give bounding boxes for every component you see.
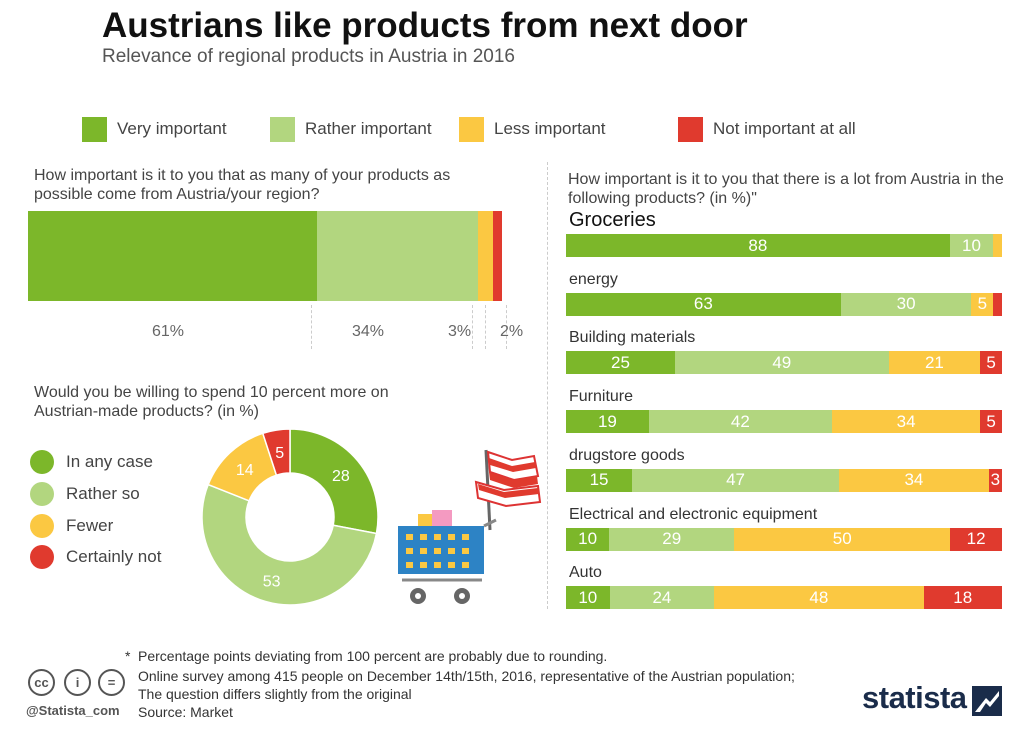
footnote-survey-2: The question differs slightly from the o… (138, 686, 412, 702)
page-subtitle: Relevance of regional products in Austri… (102, 46, 515, 67)
overall-bar-segment-very (28, 211, 318, 301)
product-bar-segment-rather: 29 (609, 527, 735, 551)
leader-line (472, 305, 474, 349)
product-bar-segment-very: 63 (566, 292, 841, 316)
shopping-cart-icon (398, 449, 542, 604)
footnote-survey: Online survey among 415 people on Decemb… (138, 668, 795, 684)
section-divider (547, 162, 548, 609)
donut-legend-certainly-not: Certainly not (30, 545, 161, 569)
legend-label: In any case (66, 452, 153, 471)
legend-swatch (82, 116, 107, 142)
donut-slice-label: 53 (263, 573, 281, 590)
legend-less-important: Less important (459, 116, 606, 142)
legend-very-important: Very important (82, 116, 227, 142)
product-bar-segment-rather: 30 (840, 292, 972, 316)
donut-slice-label: 5 (275, 445, 284, 462)
question-2: Would you be willing to spend 10 percent… (34, 384, 389, 420)
product-bar-segment-rather: 42 (648, 410, 832, 434)
statista-logo-icon (972, 686, 1002, 716)
product-bar-segment-less: 48 (714, 586, 924, 610)
product-bar-segment-rather: 49 (675, 351, 889, 375)
no-derivatives-icon: = (98, 669, 125, 696)
product-bar-segment-not: 5 (980, 351, 1002, 375)
product-bar-segment-very: 10 (566, 527, 610, 551)
legend-dot (30, 545, 54, 569)
legend-rather-important: Rather important (270, 116, 432, 142)
legend-label: Less important (494, 119, 606, 138)
donut-legend-in-any-case: In any case (30, 450, 153, 474)
product-category-label: Building materials (569, 329, 696, 347)
product-category-label: drugstore goods (569, 446, 685, 464)
footnote-mark: * (125, 648, 131, 664)
overall-bar-segment-less (478, 211, 493, 301)
product-bar-segment-very: 15 (566, 468, 633, 492)
legend-swatch (678, 116, 703, 142)
legend-dot (30, 482, 54, 506)
product-bar-segment-less: 50 (734, 527, 951, 551)
product-bar-segment-very: 19 (566, 410, 649, 434)
overall-percent-label: 61% (152, 323, 185, 340)
footnote-rounding: Percentage points deviating from 100 per… (138, 648, 608, 664)
legend-label: Rather so (66, 484, 140, 503)
leader-line (485, 305, 487, 349)
product-category-label: Auto (569, 564, 602, 582)
product-bar-segment-not: 5 (980, 410, 1002, 434)
product-bar-segment-not (993, 292, 1002, 316)
product-bar-segment-not: 12 (950, 527, 1002, 551)
product-bar-segment-less: 21 (888, 351, 981, 375)
leader-line (506, 305, 507, 349)
product-bar-segment-not: 3 (988, 468, 1002, 492)
statista-credit: @Statista_com (26, 703, 120, 718)
question-1: How important is it to you that as many … (34, 167, 451, 203)
legend-swatch (459, 116, 484, 142)
legend-label: Very important (117, 119, 227, 138)
product-category-label: Groceries (569, 209, 656, 231)
page-title: Austrians like products from next door (102, 6, 748, 45)
creative-commons-icon: cc (28, 669, 55, 696)
legend-label: Not important at all (713, 119, 856, 138)
legend-label: Fewer (66, 516, 114, 535)
product-bar-segment-rather: 24 (609, 586, 715, 610)
source-text: Source: Market (138, 704, 233, 720)
legend-label: Rather important (305, 119, 432, 138)
product-bar-segment-less: 34 (839, 468, 989, 492)
overall-percent-label: 2% (500, 323, 524, 340)
question-3: How important is it to you that there is… (568, 171, 1004, 207)
legend-label: Certainly not (66, 547, 162, 566)
leader-line (311, 305, 313, 349)
product-bar-segment-less: 5 (971, 292, 994, 316)
product-bar-segment-less: 34 (831, 410, 981, 434)
overall-percent-label: 34% (352, 323, 385, 340)
overall-percent-label: 3% (448, 323, 472, 340)
donut-slice (201, 483, 378, 606)
product-bar-segment-rather: 47 (632, 468, 840, 492)
product-category-label: Electrical and electronic equipment (569, 505, 818, 523)
legend-swatch (270, 116, 295, 142)
donut-legend-rather-so: Rather so (30, 482, 140, 506)
overall-bar-segment-rather (317, 211, 479, 301)
product-bar-segment-very: 25 (566, 351, 675, 375)
attribution-icon: i (64, 669, 91, 696)
product-bar-segment-not: 18 (923, 586, 1002, 610)
legend-dot (30, 450, 54, 474)
legend-not-important: Not important at all (678, 116, 856, 142)
product-bar-segment-very: 88 (566, 234, 950, 257)
product-category-label: energy (569, 270, 618, 288)
donut-slice (289, 428, 379, 535)
donut-legend-fewer: Fewer (30, 514, 113, 538)
product-bar-segment-rather: 10 (949, 234, 994, 257)
product-category-label: Furniture (569, 388, 634, 406)
overall-bar-segment-not (492, 211, 502, 301)
donut-slice-label: 28 (332, 468, 350, 485)
statista-logo-text: statista (862, 680, 967, 715)
product-bar-segment-very: 10 (566, 586, 610, 610)
product-bar-segment-less (993, 234, 1002, 257)
donut-slice (261, 428, 291, 477)
donut-chart: 28 53 14 5 (201, 428, 379, 606)
donut-slice-label: 14 (236, 462, 254, 479)
legend-dot (30, 514, 54, 538)
